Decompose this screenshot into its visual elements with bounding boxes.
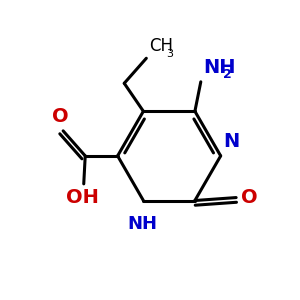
Text: NH: NH [127,214,157,232]
Text: N: N [224,133,240,152]
Text: O: O [52,107,68,126]
Text: 2: 2 [223,68,232,81]
Text: 3: 3 [166,49,173,59]
Text: O: O [241,188,257,207]
Text: NH: NH [204,58,236,77]
Text: CH: CH [149,37,173,55]
Text: OH: OH [66,188,99,207]
